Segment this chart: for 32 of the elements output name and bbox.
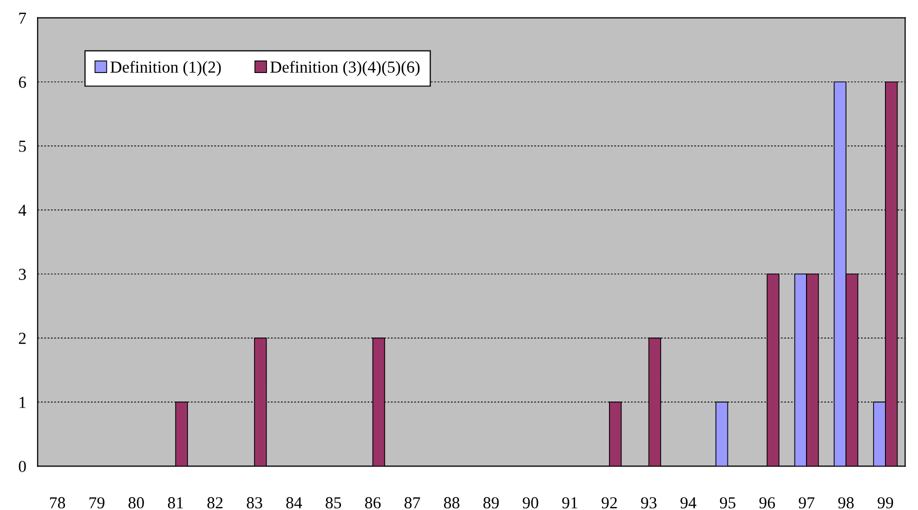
y-tick-label: 6 bbox=[18, 76, 26, 88]
x-tick-label: 89 bbox=[483, 497, 499, 508]
x-tick-label: 85 bbox=[326, 497, 342, 508]
x-tick-label: 78 bbox=[50, 497, 66, 508]
legend-label: Definition (3)(4)(5)(6) bbox=[270, 60, 420, 76]
y-tick-label: 5 bbox=[19, 140, 26, 152]
x-tick-label: 84 bbox=[286, 497, 302, 508]
x-tick-label: 83 bbox=[246, 497, 262, 508]
y-tick-label: 4 bbox=[18, 204, 26, 216]
y-tick-label: 7 bbox=[19, 12, 26, 24]
x-tick-label: 96 bbox=[759, 497, 775, 508]
x-tick-label: 88 bbox=[444, 497, 460, 508]
x-tick-label: 94 bbox=[680, 497, 696, 508]
y-tick-label: 2 bbox=[18, 332, 26, 344]
x-tick-label: 90 bbox=[522, 497, 538, 508]
y-tick-label: 1 bbox=[20, 396, 26, 408]
x-tick-label: 92 bbox=[602, 497, 617, 508]
y-tick-label: 0 bbox=[18, 460, 26, 472]
legend-label: Definition (1)(2) bbox=[110, 60, 221, 76]
x-tick-label: 79 bbox=[90, 497, 104, 508]
x-tick-label: 87 bbox=[404, 497, 420, 508]
x-tick-label: 98 bbox=[838, 497, 854, 508]
y-tick-label: 3 bbox=[18, 268, 26, 280]
x-tick-label: 86 bbox=[365, 497, 381, 508]
x-tick-label: 80 bbox=[128, 497, 144, 508]
x-tick-label: 97 bbox=[798, 497, 814, 508]
x-tick-label: 82 bbox=[207, 497, 222, 508]
x-tick-label: 99 bbox=[878, 497, 894, 508]
x-tick-label: 91 bbox=[562, 497, 578, 508]
x-tick-label: 93 bbox=[641, 497, 657, 508]
x-tick-label: 81 bbox=[168, 497, 183, 508]
x-tick-label: 95 bbox=[720, 497, 736, 508]
